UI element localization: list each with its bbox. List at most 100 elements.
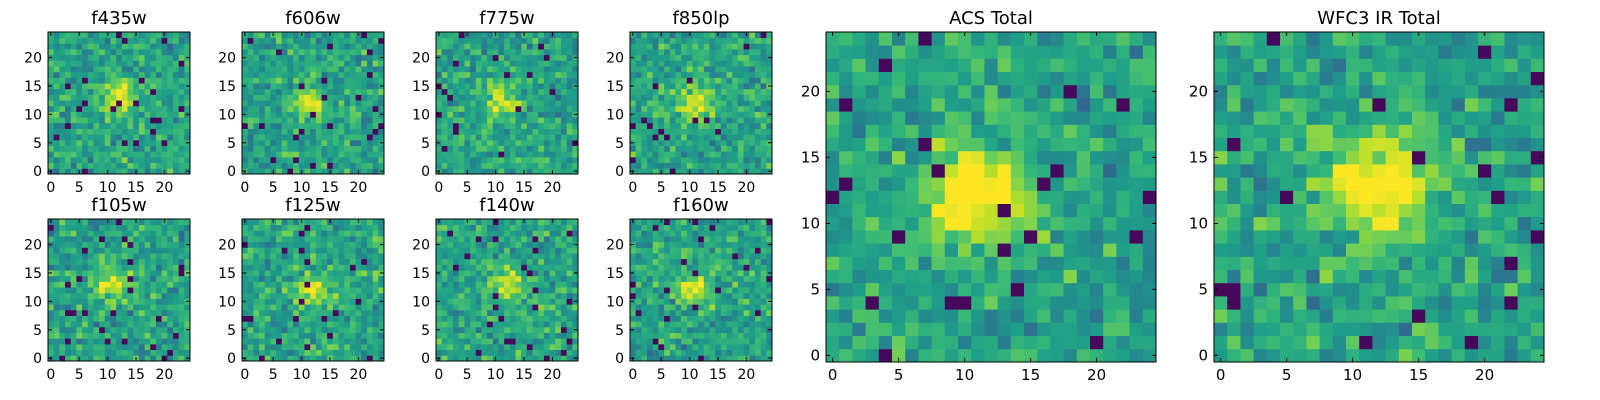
heatmap-cell xyxy=(372,258,379,265)
heatmap-cell xyxy=(692,338,699,345)
heatmap-cell xyxy=(253,83,260,90)
heatmap-cell xyxy=(658,338,665,345)
heatmap-cell xyxy=(464,71,471,78)
heatmap-cell xyxy=(59,236,66,243)
heatmap-cell xyxy=(93,60,100,67)
heatmap-cell xyxy=(184,122,191,129)
heatmap-cell xyxy=(760,49,767,56)
heatmap-cell xyxy=(509,139,516,146)
heatmap-cell xyxy=(270,162,277,169)
heatmap-cell xyxy=(344,71,351,78)
heatmap-cell xyxy=(538,43,545,50)
heatmap-cell xyxy=(366,321,374,328)
heatmap-cell xyxy=(366,338,374,345)
heatmap-cell xyxy=(133,37,140,44)
heatmap-cell xyxy=(281,83,288,90)
heatmap-cell xyxy=(155,298,162,305)
heatmap-cell xyxy=(315,236,322,243)
heatmap-cell xyxy=(304,145,311,152)
heatmap-cell xyxy=(259,270,266,277)
heatmap-cell xyxy=(743,83,750,90)
heatmap-cell xyxy=(264,43,271,50)
heatmap-cells xyxy=(630,219,773,362)
heatmap-cell xyxy=(82,83,89,90)
heatmap-cell xyxy=(698,156,705,164)
heatmap-cell xyxy=(247,43,254,50)
heatmap-cell xyxy=(475,43,482,50)
heatmap-cell xyxy=(344,332,351,339)
heatmap-cell xyxy=(372,253,379,260)
heatmap-cell xyxy=(321,117,328,124)
heatmap-cell xyxy=(361,241,368,248)
heatmap-cell xyxy=(526,343,533,351)
heatmap-cell xyxy=(155,60,162,67)
heatmap-cell xyxy=(732,100,739,107)
heatmap-cell xyxy=(121,111,128,118)
heatmap-cell xyxy=(270,304,277,311)
heatmap-cell xyxy=(538,287,545,294)
heatmap-cell xyxy=(59,122,66,129)
heatmap-cell xyxy=(498,71,505,78)
heatmap-cell xyxy=(447,168,454,175)
heatmap-cell xyxy=(116,275,123,282)
x-tick-label: 10 xyxy=(487,180,505,196)
heatmap-cell xyxy=(355,264,362,271)
heatmap-cell xyxy=(76,304,83,311)
heatmap-cell xyxy=(686,349,693,356)
heatmap-cell xyxy=(104,145,111,152)
heatmap-cell xyxy=(436,145,443,152)
heatmap-cell xyxy=(133,247,140,254)
x-tick-label: 0 xyxy=(240,180,249,196)
heatmap-cell xyxy=(709,128,716,135)
heatmap-cell xyxy=(332,275,339,282)
heatmap-cell xyxy=(737,100,744,107)
heatmap-cell xyxy=(138,355,145,362)
heatmap-cell xyxy=(760,122,767,129)
heatmap-cell xyxy=(53,37,60,44)
heatmap-cell xyxy=(664,94,671,101)
x-tick-label: 10 xyxy=(293,180,311,196)
heatmap-cell xyxy=(703,338,710,345)
heatmap-cell xyxy=(259,66,266,73)
heatmap-cell xyxy=(144,122,151,129)
heatmap-cell xyxy=(532,343,539,351)
heatmap-cells xyxy=(242,219,385,362)
heatmap-cell xyxy=(447,281,454,288)
heatmap-cell xyxy=(121,292,128,299)
heatmap-cell xyxy=(332,71,339,78)
heatmap-cell xyxy=(287,156,294,164)
heatmap-cell xyxy=(276,287,283,294)
heatmap-cell xyxy=(93,236,100,243)
heatmap-cell xyxy=(82,77,89,84)
heatmap-cell xyxy=(372,105,379,112)
heatmap-cell xyxy=(110,275,117,282)
heatmap-cell xyxy=(172,315,180,322)
heatmap-cell xyxy=(726,32,733,39)
heatmap-cell xyxy=(521,60,528,67)
heatmap-cell xyxy=(703,71,710,78)
heatmap-cell xyxy=(453,105,460,112)
heatmap-cell xyxy=(732,292,739,299)
heatmap-cell xyxy=(87,60,94,67)
heatmap-cell xyxy=(447,88,454,95)
heatmap-cell xyxy=(264,281,271,288)
heatmap-cell xyxy=(754,60,762,67)
heatmap-cell xyxy=(475,32,482,39)
heatmap-cell xyxy=(481,332,488,339)
heatmap-cell xyxy=(726,304,733,311)
heatmap-cell xyxy=(754,162,762,169)
heatmap-cell xyxy=(458,83,465,90)
heatmap-cell xyxy=(87,258,94,265)
heatmap-cell xyxy=(737,117,744,124)
heatmap-cell xyxy=(172,241,180,248)
heatmap-cell xyxy=(321,168,328,175)
heatmap-cell xyxy=(641,275,648,282)
heatmap-cell xyxy=(167,270,174,277)
heatmap-cell xyxy=(647,343,654,351)
heatmap-cell xyxy=(481,156,488,164)
heatmap-cell xyxy=(155,247,162,254)
heatmap-cell xyxy=(276,37,283,44)
heatmap-cell xyxy=(48,66,55,73)
heatmap-cell xyxy=(349,332,356,339)
heatmap-cell xyxy=(155,332,162,339)
